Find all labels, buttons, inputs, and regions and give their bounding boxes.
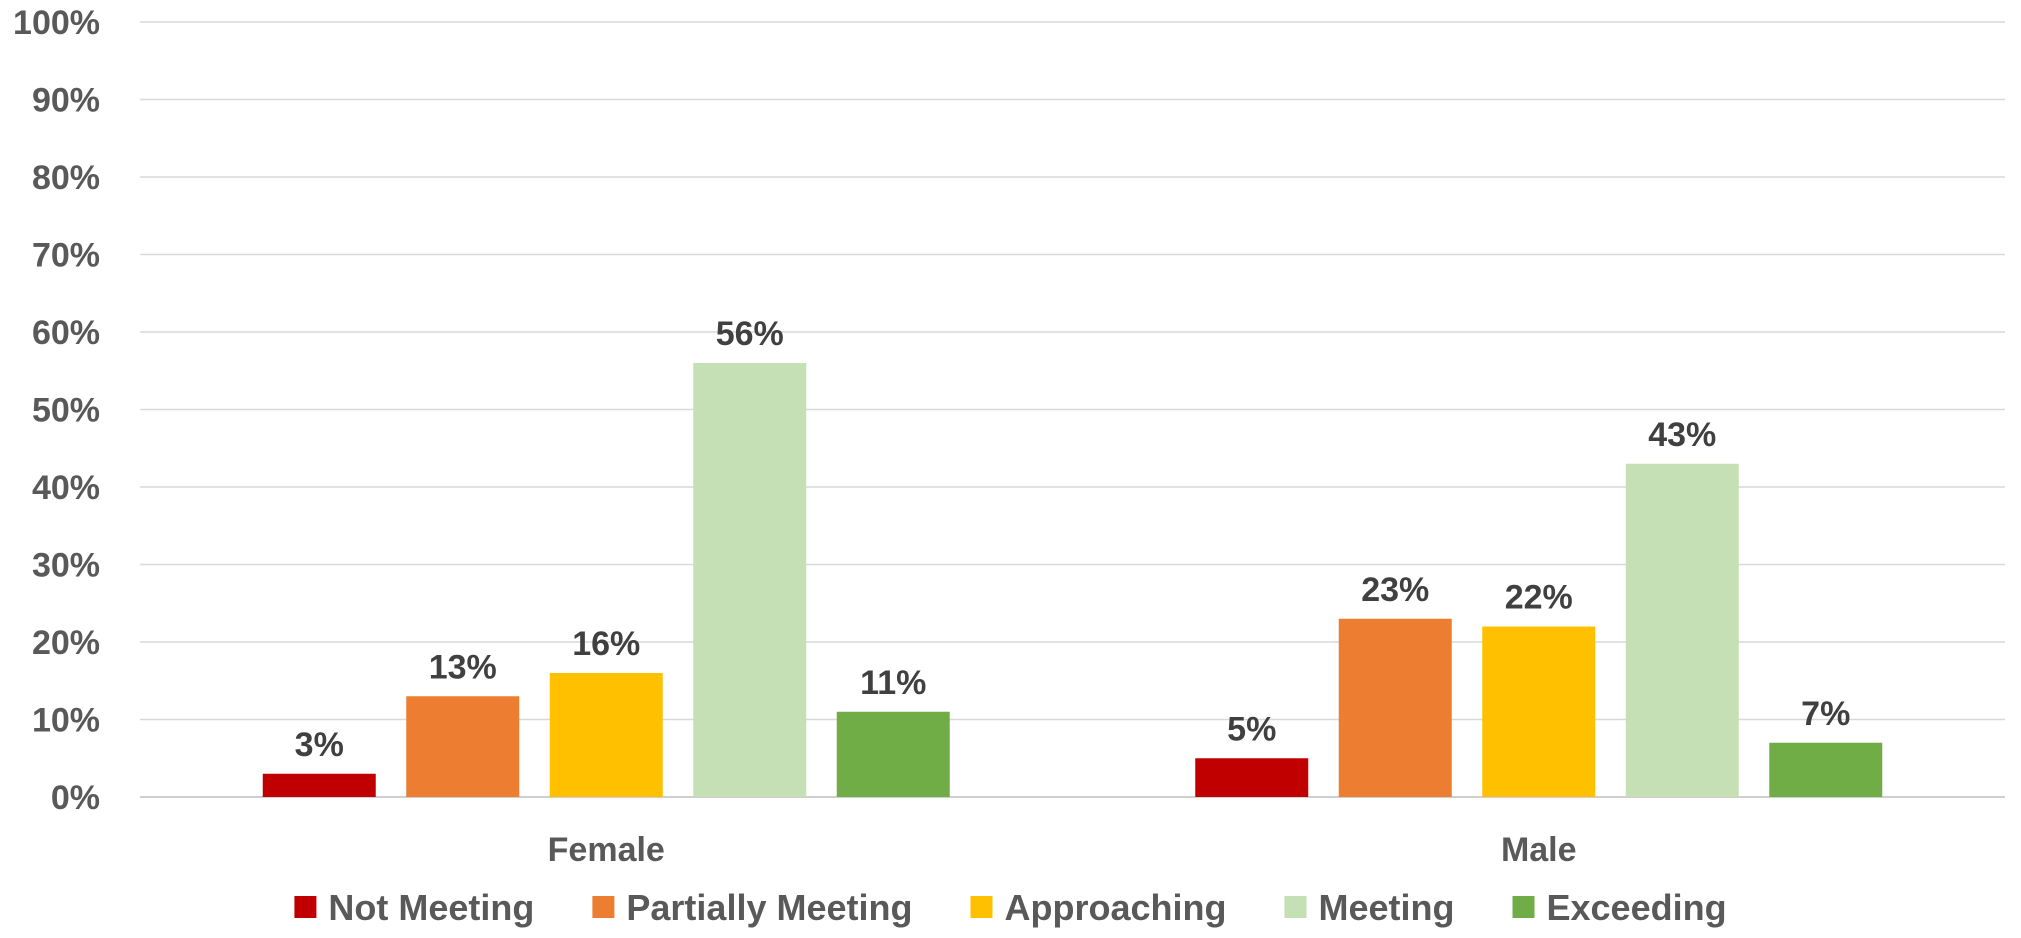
y-tick-label: 0% bbox=[51, 779, 100, 817]
bars bbox=[262, 363, 1883, 797]
y-tick-label: 100% bbox=[13, 4, 100, 42]
legend-item: Not Meeting bbox=[294, 887, 534, 928]
y-tick-label: 40% bbox=[32, 469, 100, 507]
legend-item: Exceeding bbox=[1512, 887, 1727, 928]
legend-label: Not Meeting bbox=[328, 887, 534, 928]
legend-item: Approaching bbox=[970, 887, 1226, 928]
data-label: 23% bbox=[1361, 571, 1429, 609]
data-label: 43% bbox=[1648, 416, 1716, 454]
data-label: 56% bbox=[716, 315, 784, 353]
x-category-label: Male bbox=[1501, 831, 1577, 869]
legend-label: Exceeding bbox=[1547, 887, 1727, 928]
legend-label: Meeting bbox=[1318, 887, 1454, 928]
legend-swatch bbox=[970, 896, 993, 918]
data-label: 22% bbox=[1505, 579, 1573, 617]
bar-male-not-meeting bbox=[1195, 758, 1309, 797]
data-label: 3% bbox=[295, 726, 344, 764]
x-axis-categories: Female Male bbox=[548, 831, 1577, 869]
legend-swatch bbox=[294, 896, 317, 918]
legend-label: Approaching bbox=[1004, 887, 1226, 928]
data-label: 11% bbox=[860, 664, 926, 702]
bar-male-approaching bbox=[1482, 626, 1596, 797]
data-label: 16% bbox=[572, 625, 640, 663]
y-tick-label: 80% bbox=[32, 159, 100, 197]
legend-swatch bbox=[1512, 896, 1535, 918]
legend-label: Partially Meeting bbox=[626, 887, 912, 928]
y-tick-label: 90% bbox=[32, 82, 100, 120]
x-category-label: Female bbox=[548, 831, 665, 869]
data-label: 5% bbox=[1227, 710, 1276, 748]
bar-male-exceeding bbox=[1769, 742, 1883, 797]
legend-swatch bbox=[592, 896, 615, 918]
bar-male-partially-meeting bbox=[1338, 618, 1452, 797]
bar-male-meeting bbox=[1625, 463, 1739, 797]
legend: Not Meeting Partially Meeting Approaching M… bbox=[294, 887, 1727, 928]
data-label: 13% bbox=[429, 648, 497, 686]
legend-swatch bbox=[1284, 896, 1307, 918]
y-tick-label: 20% bbox=[32, 624, 100, 662]
legend-item: Meeting bbox=[1284, 887, 1455, 928]
y-tick-label: 50% bbox=[32, 392, 100, 430]
data-label: 7% bbox=[1801, 695, 1850, 733]
bar-female-meeting bbox=[693, 363, 807, 797]
data-labels: 3% 13% 16% 56% 11% 5% 23% 22% 43% 7% bbox=[295, 315, 1851, 764]
bar-female-not-meeting bbox=[262, 773, 376, 797]
bar-female-exceeding bbox=[836, 711, 950, 797]
y-axis-ticks: 0% 10% 20% 30% 40% 50% 60% 70% 80% 90% 100% bbox=[13, 4, 100, 817]
bar-female-approaching bbox=[549, 673, 663, 797]
bar-female-partially-meeting bbox=[406, 696, 520, 797]
y-tick-label: 60% bbox=[32, 314, 100, 352]
y-tick-label: 70% bbox=[32, 237, 100, 275]
y-tick-label: 30% bbox=[32, 547, 100, 585]
legend-item: Partially Meeting bbox=[592, 887, 912, 928]
y-tick-label: 10% bbox=[32, 702, 100, 740]
